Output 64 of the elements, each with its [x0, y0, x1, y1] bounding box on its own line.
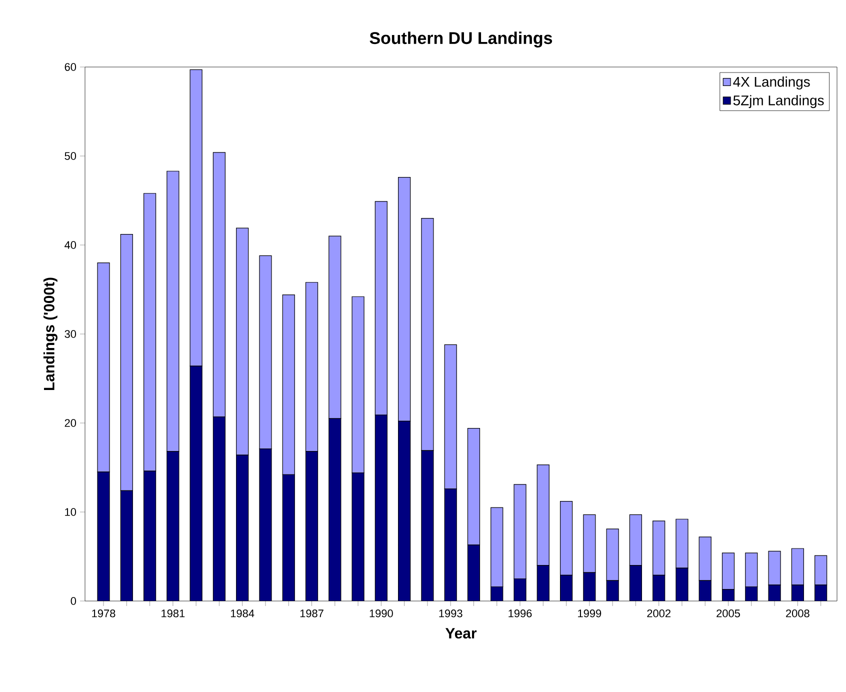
- x-tick-label: 1990: [370, 610, 393, 618]
- bar: [212, 416, 226, 601]
- legend-label: 5Zjm Landings: [733, 95, 824, 108]
- bar: [606, 528, 619, 581]
- bar: [305, 451, 318, 601]
- bar: [583, 514, 596, 573]
- legend-label: 4X Landings: [733, 76, 810, 90]
- bar: [190, 366, 202, 601]
- bar: [629, 514, 642, 566]
- bar: [676, 518, 688, 568]
- y-axis-title: Landings ('000t): [43, 278, 58, 390]
- y-tick-label: 40: [64, 241, 76, 249]
- bar: [467, 428, 480, 546]
- bar: [698, 536, 712, 581]
- bar: [120, 490, 133, 601]
- bar: [698, 580, 712, 601]
- x-tick-label: 2008: [786, 610, 810, 618]
- bar: [560, 501, 573, 576]
- y-tick-label: 10: [65, 508, 76, 516]
- bar: [398, 420, 411, 601]
- x-tick-label: 1996: [508, 610, 532, 618]
- y-tick-label: 60: [64, 63, 76, 71]
- bar: [352, 472, 364, 601]
- bar: [560, 574, 573, 601]
- bar: [629, 565, 642, 601]
- y-tick-label: 0: [70, 597, 76, 605]
- bar: [791, 584, 804, 601]
- bar: [421, 450, 434, 601]
- x-tick-label: 1978: [92, 610, 116, 618]
- bar: [722, 552, 735, 590]
- x-tick-label: 1993: [439, 610, 462, 618]
- bar: [652, 520, 666, 576]
- bar: [236, 454, 249, 601]
- bar: [166, 451, 180, 601]
- bar: [374, 414, 388, 601]
- bar: [652, 574, 666, 601]
- x-tick-label: 1987: [300, 610, 324, 618]
- bar: [490, 507, 504, 588]
- bar: [814, 584, 828, 601]
- bar: [536, 565, 550, 601]
- bar: [745, 552, 758, 588]
- bar: [444, 488, 457, 601]
- bar: [468, 544, 480, 601]
- x-tick-label: 2005: [716, 610, 740, 618]
- bar: [791, 548, 804, 586]
- x-tick-label: 1981: [162, 610, 185, 618]
- bar: [768, 550, 781, 586]
- bar: [143, 470, 156, 601]
- bar: [97, 472, 110, 601]
- bar: [514, 484, 526, 580]
- bar: [536, 464, 550, 566]
- bar: [282, 474, 295, 601]
- y-tick-label: 50: [64, 152, 76, 160]
- bar: [259, 448, 272, 601]
- bar: [328, 418, 342, 601]
- y-tick-label: 20: [64, 419, 76, 427]
- x-tick-label: 1984: [230, 610, 254, 618]
- chart-title: Southern DU Landings: [370, 32, 552, 48]
- y-tick-label: 30: [64, 330, 76, 338]
- x-axis-title: Year: [445, 628, 477, 639]
- bar: [490, 586, 504, 601]
- x-tick-label: 2002: [647, 610, 670, 618]
- x-tick-label: 1999: [578, 610, 602, 618]
- bar: [745, 586, 758, 601]
